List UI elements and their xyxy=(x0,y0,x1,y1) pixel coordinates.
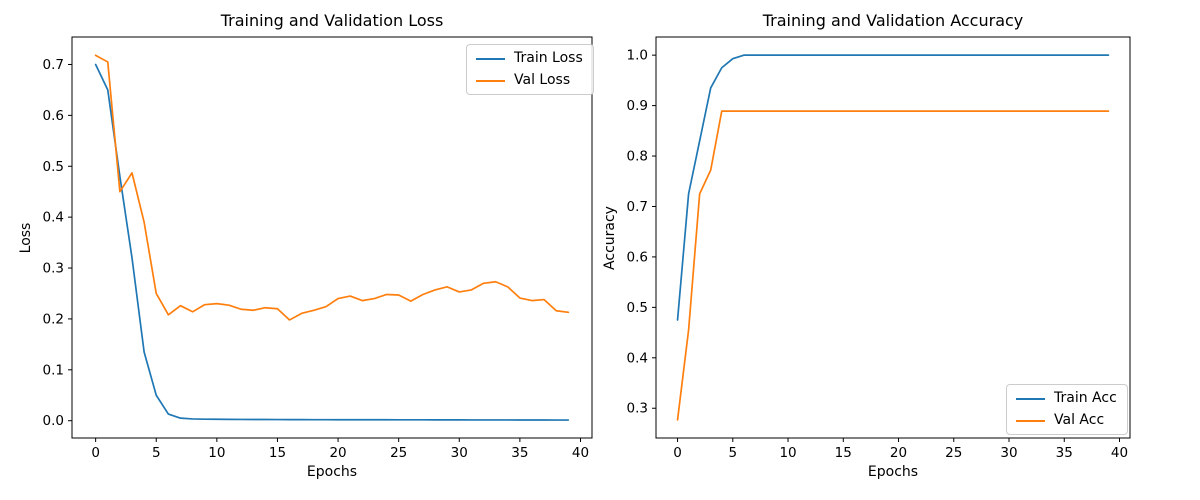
accuracy-plot-ylabel: Accuracy xyxy=(602,206,618,270)
y-tick-label: 0.7 xyxy=(43,57,64,73)
axes-frame xyxy=(655,36,1131,439)
loss-axes: 0 5 10 15 20 25 30 35 40 0.0 0.1 0.2 0.3 0.4 0.5 0.6 0.7 xyxy=(43,36,593,461)
y-tick-label: 0.1 xyxy=(43,362,64,378)
val-loss-line-sample xyxy=(476,79,505,82)
x-tick-label: 10 xyxy=(208,445,225,461)
x-tick-label: 5 xyxy=(152,445,161,461)
y-tick-label: 0.9 xyxy=(627,98,648,114)
accuracy-axes: 0 5 10 15 20 25 30 35 40 0.3 0.4 0.5 0.6 0.7 0.8 0.9 1.0 xyxy=(627,36,1131,461)
loss-plot-title: Training and Validation Loss xyxy=(220,11,444,30)
y-tick-label: 0.6 xyxy=(43,108,64,124)
y-tick-label: 0.6 xyxy=(627,249,648,265)
x-tick-label: 10 xyxy=(779,445,796,461)
y-tick-label: 0.0 xyxy=(43,413,64,429)
x-tick-label: 15 xyxy=(835,445,852,461)
y-tick-label: 1.0 xyxy=(627,48,648,64)
x-tick-label: 5 xyxy=(728,445,737,461)
y-tick-label: 0.4 xyxy=(627,350,648,366)
x-tick-label: 30 xyxy=(451,445,468,461)
y-tick-label: 0.2 xyxy=(43,311,64,327)
loss-plot-xlabel: Epochs xyxy=(306,464,358,480)
x-tick-label: 35 xyxy=(511,445,528,461)
x-tick-label: 0 xyxy=(91,445,100,461)
y-tick-label: 0.7 xyxy=(627,199,648,215)
y-tick-label: 0.4 xyxy=(43,210,64,226)
legend-entry-train-acc: Train Acc xyxy=(1016,391,1117,406)
x-tick-label: 15 xyxy=(269,445,286,461)
accuracy-plot-xlabel: Epochs xyxy=(867,464,919,480)
y-tick-label: 0.3 xyxy=(43,261,64,277)
val-acc-line-sample xyxy=(1016,419,1045,422)
loss-legend: Train Loss Val Loss xyxy=(466,44,594,95)
x-tick-label: 25 xyxy=(390,445,407,461)
val-loss-legend-label: Val Loss xyxy=(514,72,571,88)
x-tick-label: 20 xyxy=(890,445,907,461)
x-tick-label: 25 xyxy=(945,445,962,461)
x-tick-label: 40 xyxy=(572,445,589,461)
legend-entry-val-loss: Val Loss xyxy=(476,73,583,88)
val-loss-line xyxy=(94,54,570,321)
val-acc-legend-label: Val Acc xyxy=(1054,412,1105,428)
train-acc-line xyxy=(676,54,1110,321)
train-acc-line-sample xyxy=(1016,397,1045,400)
x-tick-label: 0 xyxy=(673,445,682,461)
train-loss-line-sample xyxy=(476,57,505,60)
accuracy-plot-title: Training and Validation Accuracy xyxy=(762,11,1024,30)
axes-frame xyxy=(71,36,593,439)
train-loss-line xyxy=(94,63,570,421)
y-tick-label: 0.5 xyxy=(43,159,64,175)
x-tick-label: 35 xyxy=(1056,445,1073,461)
loss-plot-ylabel: Loss xyxy=(18,222,34,254)
train-acc-legend-label: Train Acc xyxy=(1054,390,1117,406)
train-loss-legend-label: Train Loss xyxy=(514,50,583,66)
y-tick-label: 0.5 xyxy=(627,300,648,316)
val-acc-line xyxy=(676,110,1110,421)
x-tick-label: 20 xyxy=(329,445,346,461)
legend-entry-val-acc: Val Acc xyxy=(1016,413,1117,428)
accuracy-legend: Train Acc Val Acc xyxy=(1006,384,1128,435)
y-tick-label: 0.8 xyxy=(627,149,648,165)
x-tick-label: 30 xyxy=(1000,445,1017,461)
x-tick-label: 40 xyxy=(1111,445,1128,461)
y-tick-label: 0.3 xyxy=(627,401,648,417)
legend-entry-train-loss: Train Loss xyxy=(476,51,583,66)
